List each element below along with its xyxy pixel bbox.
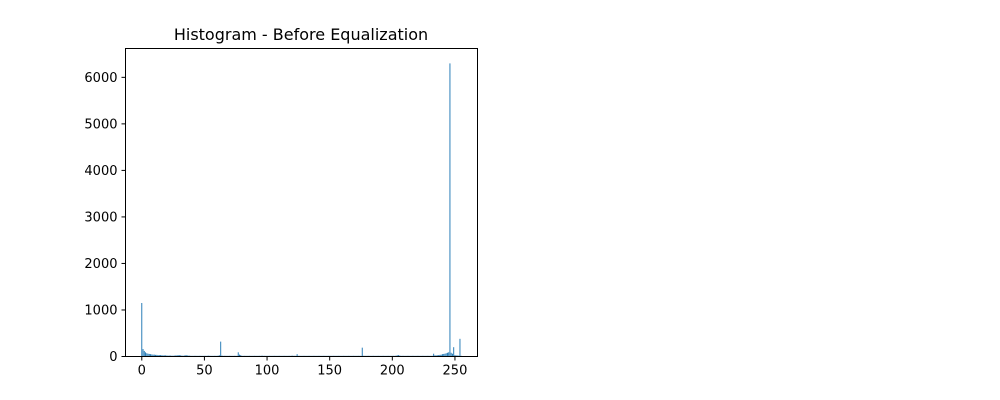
histogram-bar (158, 355, 160, 357)
histogram-bar (454, 355, 456, 357)
histogram-bar (450, 352, 452, 357)
x-tick-label: 250 (443, 364, 468, 379)
histogram-bar (141, 303, 143, 357)
histogram-bars (141, 63, 462, 357)
histogram-bar (153, 354, 155, 357)
histogram-bar (237, 352, 239, 357)
histogram-bar (455, 355, 457, 357)
histogram-bar (441, 354, 443, 357)
histogram-bar (439, 354, 441, 357)
histogram-bar (433, 353, 435, 357)
histogram-bar (142, 349, 144, 357)
histogram-bar (453, 347, 455, 357)
histogram-bar (440, 354, 442, 357)
y-tick-label: 3000 (84, 210, 117, 225)
y-axis: 0 1000 2000 3000 4000 5000 6000 (84, 71, 126, 365)
histogram-bar (435, 355, 437, 357)
histogram-bar (361, 347, 363, 357)
histogram-bar (148, 353, 150, 357)
histogram-bar (443, 353, 445, 357)
y-tick-label: 0 (109, 350, 117, 365)
y-tick-label: 6000 (84, 71, 117, 86)
plot-area-frame (125, 48, 478, 357)
y-tick-label: 2000 (84, 257, 117, 272)
histogram-bar (152, 354, 154, 357)
histogram-bar (186, 355, 188, 357)
histogram-bar (451, 353, 453, 357)
y-tick-label: 1000 (84, 303, 117, 318)
histogram-bar (448, 352, 450, 357)
histogram-bar (165, 355, 167, 357)
histogram-bar (240, 355, 242, 357)
x-tick-label: 0 (138, 364, 146, 379)
x-tick-label: 200 (380, 364, 405, 379)
x-tick-label: 150 (317, 364, 342, 379)
histogram-bar (161, 355, 163, 357)
histogram-bar (444, 353, 446, 357)
chart-title: Histogram - Before Equalization (174, 25, 428, 44)
histogram-bar (178, 355, 180, 357)
x-tick-label: 100 (255, 364, 280, 379)
histogram-bar (163, 355, 165, 357)
histogram-bar (146, 353, 148, 357)
y-tick-label: 4000 (84, 164, 117, 179)
histogram-bar (156, 354, 158, 357)
histogram-bar (143, 350, 145, 357)
histogram-bar (162, 355, 164, 357)
x-axis: 0 50 100 150 200 250 (138, 356, 468, 379)
histogram-bar (438, 355, 440, 357)
histogram-bar (147, 353, 149, 357)
histogram-bar (446, 352, 448, 357)
histogram-bar (296, 354, 298, 357)
histogram-bar (185, 355, 187, 357)
histogram-bar (166, 355, 168, 357)
histogram-bar (459, 338, 461, 357)
histogram-bar (155, 354, 157, 357)
histogram-bar (157, 355, 159, 357)
histogram-bar (449, 63, 451, 357)
x-tick-label: 50 (196, 364, 213, 379)
histogram-bar (445, 353, 447, 357)
histogram-bar (434, 355, 436, 357)
histogram-bar (177, 355, 179, 357)
histogram-bar (396, 355, 398, 357)
histogram-bar (398, 355, 400, 357)
histogram-bar (180, 355, 182, 357)
histogram-bar (239, 354, 240, 357)
histogram-bar (160, 355, 162, 357)
histogram-bar (145, 352, 147, 357)
histogram-bar (151, 354, 153, 357)
histogram-bar (183, 355, 185, 357)
histogram-bar (176, 355, 178, 357)
y-tick-label: 5000 (84, 117, 117, 132)
histogram-bar (220, 341, 222, 357)
histogram-bar (150, 354, 152, 357)
histogram-bar (218, 355, 220, 357)
histogram-bar (175, 355, 177, 357)
histogram-bar (436, 355, 438, 357)
